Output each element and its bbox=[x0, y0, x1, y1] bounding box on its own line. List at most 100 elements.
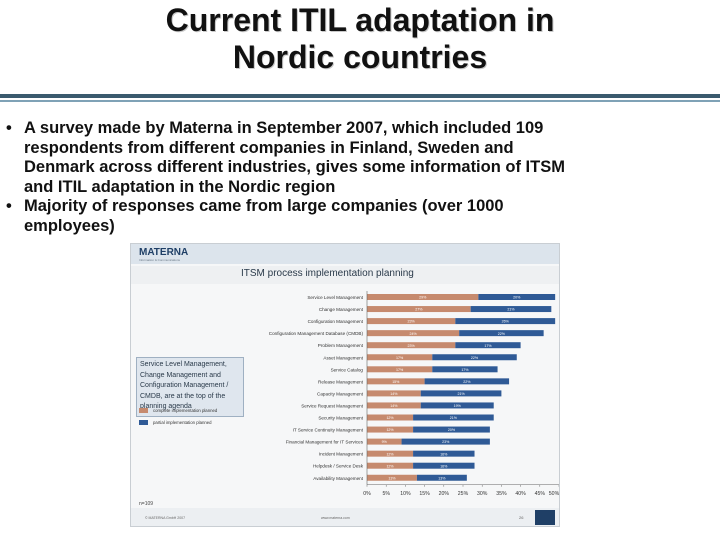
x-tick-label: 25% bbox=[458, 491, 469, 497]
bar-value-label: 27% bbox=[415, 308, 423, 312]
bar-complete bbox=[367, 342, 456, 349]
slide-title-line-2: Nordic countries bbox=[232, 39, 488, 75]
bullet-line: employees) bbox=[24, 216, 115, 235]
x-tick-label: 5% bbox=[382, 491, 390, 497]
figure-header: MATERNA Information & Communications bbox=[131, 244, 559, 264]
bar-partial bbox=[401, 438, 490, 445]
bar-partial bbox=[432, 354, 517, 361]
bar-value-label: 23% bbox=[408, 320, 416, 324]
bar-value-label: 16% bbox=[440, 464, 448, 468]
x-tick-label: 30% bbox=[477, 491, 488, 497]
bar-partial bbox=[413, 450, 475, 457]
category-label: Asset Management bbox=[323, 355, 363, 360]
bar-complete bbox=[367, 462, 414, 469]
category-label: Change Management bbox=[319, 307, 364, 312]
bar-complete bbox=[367, 402, 421, 409]
title-divider bbox=[0, 94, 720, 98]
x-tick-label: 10% bbox=[400, 491, 411, 497]
category-label: Service Level Management bbox=[307, 295, 363, 300]
bar-partial bbox=[455, 342, 521, 349]
x-tick-label: 50% bbox=[549, 491, 559, 497]
bar-value-label: 14% bbox=[390, 392, 398, 396]
bar-value-label: 20% bbox=[513, 296, 521, 300]
bar-value-label: 13% bbox=[438, 476, 446, 480]
survey-figure: MATERNA Information & Communications ITS… bbox=[130, 243, 560, 527]
legend-label-partial: partial implementation planned bbox=[153, 419, 212, 425]
x-tick-label: 35% bbox=[496, 491, 507, 497]
category-label: Problem Management bbox=[318, 343, 364, 348]
bar-value-label: 22% bbox=[463, 380, 471, 384]
bar-complete bbox=[367, 330, 460, 337]
page-number: 26 bbox=[519, 515, 524, 520]
x-tick-label: 45% bbox=[535, 491, 546, 497]
bar-complete bbox=[367, 450, 414, 457]
bar-value-label: 21% bbox=[457, 392, 465, 396]
bullet-survey: • A survey made by Materna in September … bbox=[6, 119, 714, 197]
bar-value-label: 14% bbox=[390, 404, 398, 408]
category-label: Capacity Management bbox=[317, 391, 364, 396]
bar-partial bbox=[478, 294, 556, 300]
figure-footer: © MATERNA GmbH 2007 www.materna.com 26 bbox=[131, 508, 559, 526]
bar-partial bbox=[420, 402, 494, 409]
bar-value-label: 12% bbox=[386, 452, 394, 456]
bullet-line: A survey made by Materna in September 20… bbox=[24, 119, 544, 137]
bar-partial bbox=[420, 390, 502, 397]
category-label: Financial Management for IT Services bbox=[286, 440, 364, 445]
bar-partial bbox=[432, 366, 498, 373]
bar-complete bbox=[367, 294, 479, 300]
bullet-line: and ITIL adaptation in the Nordic region bbox=[24, 177, 336, 196]
bar-complete bbox=[367, 390, 421, 397]
category-label: IT Service Continuity Management bbox=[293, 428, 364, 433]
bar-value-label: 19% bbox=[454, 404, 462, 408]
materna-logo: MATERNA bbox=[139, 247, 189, 258]
bar-value-label: 22% bbox=[498, 332, 506, 336]
bar-value-label: 24% bbox=[409, 332, 417, 336]
bar-value-label: 12% bbox=[386, 416, 394, 420]
x-tick-label: 40% bbox=[515, 491, 526, 497]
bar-complete bbox=[367, 426, 414, 433]
bar-value-label: 17% bbox=[461, 368, 469, 372]
bar-value-label: 23% bbox=[442, 440, 450, 444]
category-label: Service Catalog bbox=[331, 367, 364, 372]
bar-value-label: 21% bbox=[507, 308, 515, 312]
title-divider-accent bbox=[0, 100, 720, 102]
sample-size-note: n=109 bbox=[139, 501, 154, 507]
bar-complete bbox=[367, 414, 414, 421]
bar-partial bbox=[413, 462, 475, 469]
category-label: Helpdesk / Service Desk bbox=[313, 464, 364, 469]
legend-item-complete: complete implementation planned bbox=[139, 406, 217, 414]
x-tick-label: 20% bbox=[439, 491, 450, 497]
bar-partial bbox=[413, 414, 494, 421]
materna-tagline: Information & Communications bbox=[139, 258, 181, 262]
legend-swatch-partial bbox=[139, 419, 148, 425]
bar-value-label: 12% bbox=[386, 464, 394, 468]
bullet-line: respondents from different companies in … bbox=[24, 138, 514, 157]
bar-value-label: 26% bbox=[502, 320, 510, 324]
bullet-line: Majority of responses came from large co… bbox=[24, 197, 504, 215]
bar-value-label: 16% bbox=[440, 452, 448, 456]
bar-chart: Service Level Management 29% 20% Change Man… bbox=[269, 291, 559, 497]
bar-complete bbox=[367, 438, 402, 445]
bar-complete bbox=[367, 378, 425, 385]
bar-complete bbox=[367, 318, 456, 325]
category-label: Availability Management bbox=[313, 476, 363, 481]
bar-partial bbox=[455, 318, 556, 325]
category-label: Incident Management bbox=[319, 452, 364, 457]
category-label: Configuration Management bbox=[308, 319, 364, 324]
bar-value-label: 15% bbox=[392, 380, 400, 384]
bar-complete bbox=[367, 306, 471, 313]
slide-title-line-1: Current ITIL adaptation in bbox=[165, 2, 555, 38]
x-tick-label: 0% bbox=[363, 491, 371, 497]
copyright-text: © MATERNA GmbH 2007 bbox=[145, 516, 186, 520]
bar-value-label: 12% bbox=[386, 428, 394, 432]
bar-partial bbox=[424, 378, 510, 385]
website-text: www.materna.com bbox=[321, 516, 350, 520]
x-tick-label: 15% bbox=[419, 491, 430, 497]
figure-title: ITSM process implementation planning bbox=[241, 268, 414, 279]
bar-value-label: 29% bbox=[419, 296, 427, 300]
category-label: Release Management bbox=[318, 379, 364, 384]
bar-partial bbox=[470, 306, 552, 313]
bullet-marker: • bbox=[6, 119, 12, 137]
bar-value-label: 13% bbox=[388, 476, 396, 480]
slide-title: Current ITIL adaptation in Nordic countr… bbox=[0, 2, 720, 76]
